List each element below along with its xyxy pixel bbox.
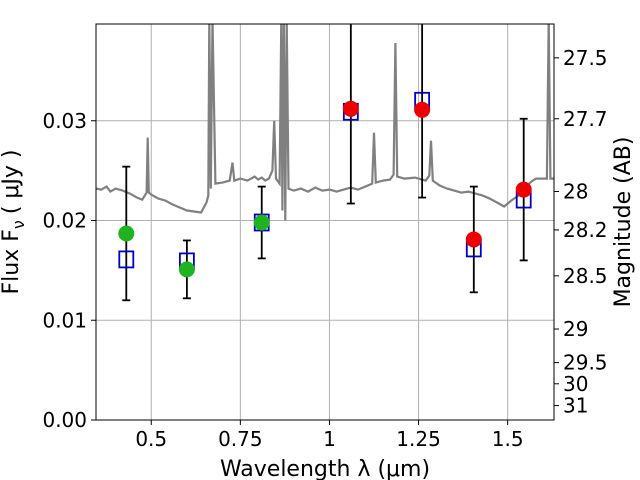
y2-tick-label: 28.5 xyxy=(563,264,608,288)
x-ticks: 0.5 0.75 1 1.25 1.5 xyxy=(135,420,524,451)
x-tick-label: 0.75 xyxy=(218,427,263,451)
grid xyxy=(96,24,554,421)
y2-tick-label: 27.7 xyxy=(563,107,608,131)
plot-frame xyxy=(95,23,555,421)
observed-point xyxy=(118,225,135,242)
observed-point xyxy=(465,231,482,248)
observed-point xyxy=(342,100,359,117)
x-tick-label: 1.25 xyxy=(396,427,441,451)
model-photometry-point xyxy=(118,250,135,269)
y-ticks: 0.00 0.01 0.02 0.03 xyxy=(42,109,96,432)
spectrum-line xyxy=(96,24,554,221)
y2-tick-label: 28.2 xyxy=(563,218,608,242)
y2-tick-label: 28 xyxy=(563,179,588,203)
observed-photometry xyxy=(118,100,532,278)
y-axis-label: Flux Fν ( μJy ) xyxy=(0,150,28,295)
y-axis-label-main: Flux F xyxy=(0,229,24,294)
y-tick-label: 0.03 xyxy=(42,109,87,133)
y-axis-label-unit: ( μJy ) xyxy=(0,150,24,215)
observed-point xyxy=(178,261,195,278)
y2-axis-label: Magnitude (AB) xyxy=(611,137,636,308)
y-tick-label: 0.01 xyxy=(42,308,87,332)
y2-tick-label: 30 xyxy=(563,372,588,396)
y-tick-label: 0.02 xyxy=(42,209,87,233)
y-axis-label-sub: ν xyxy=(9,220,28,229)
y2-tick-label: 31 xyxy=(563,394,588,418)
y2-tick-label: 29.5 xyxy=(563,351,608,375)
model-spectrum xyxy=(96,24,554,221)
x-axis-label: Wavelength λ (μm) xyxy=(220,457,430,480)
observed-point xyxy=(515,181,532,198)
error-bars xyxy=(122,24,528,302)
y2-tick-label: 29 xyxy=(563,317,588,341)
x-tick-label: 1.5 xyxy=(492,427,524,451)
observed-point xyxy=(253,214,270,231)
y-tick-label: 0.00 xyxy=(42,408,87,432)
y2-tick-label: 27.5 xyxy=(563,46,608,70)
x-tick-label: 0.5 xyxy=(135,427,167,451)
observed-point xyxy=(414,101,431,118)
x-tick-label: 1 xyxy=(323,427,336,451)
